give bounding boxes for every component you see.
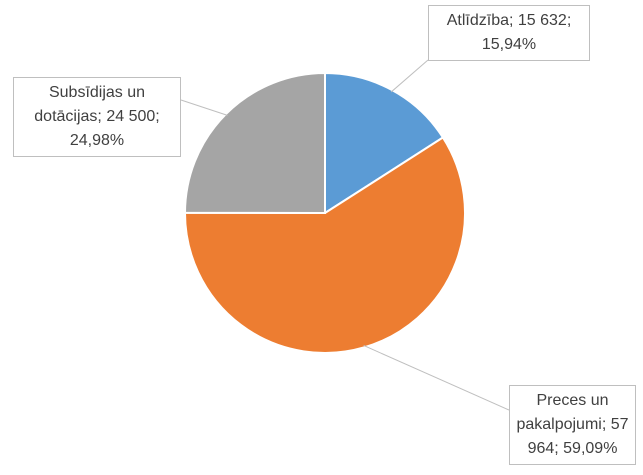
leader-line [390,59,429,93]
pie-slice [183,71,326,215]
pie-slice [183,136,466,354]
pie-slice [324,71,445,215]
leader-line [363,345,510,411]
data-label: Preces un pakalpojumi; 57 964; 59,09% [509,385,636,465]
leader-line [180,99,228,116]
data-label: Atlīdzība; 15 632; 15,94% [428,5,590,61]
data-label: Subsīdijas un dotācijas; 24 500; 24,98% [13,77,181,157]
